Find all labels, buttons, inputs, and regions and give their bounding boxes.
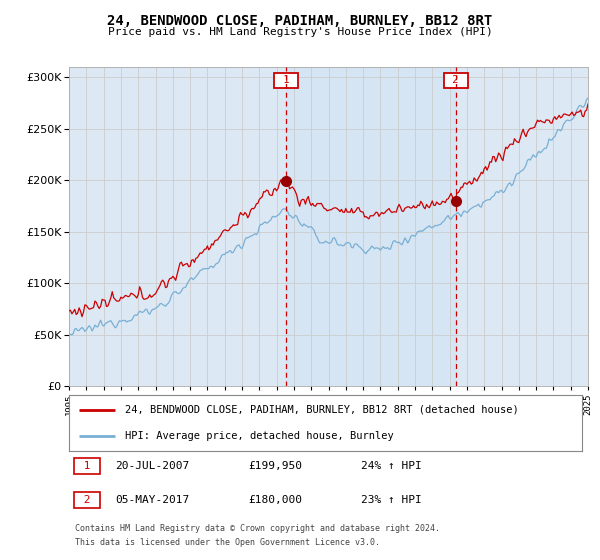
- Text: 05-MAY-2017: 05-MAY-2017: [115, 495, 190, 505]
- Text: Price paid vs. HM Land Registry's House Price Index (HPI): Price paid vs. HM Land Registry's House …: [107, 27, 493, 37]
- Text: 24, BENDWOOD CLOSE, PADIHAM, BURNLEY, BB12 8RT (detached house): 24, BENDWOOD CLOSE, PADIHAM, BURNLEY, BB…: [125, 405, 519, 415]
- Text: 1: 1: [77, 461, 97, 471]
- Bar: [286, 67, 455, 386]
- Text: 2: 2: [446, 75, 465, 85]
- Text: HPI: Average price, detached house, Burnley: HPI: Average price, detached house, Burn…: [125, 431, 394, 441]
- Text: This data is licensed under the Open Government Licence v3.0.: This data is licensed under the Open Gov…: [75, 538, 380, 547]
- Text: Contains HM Land Registry data © Crown copyright and database right 2024.: Contains HM Land Registry data © Crown c…: [75, 524, 440, 533]
- Text: 20-JUL-2007: 20-JUL-2007: [115, 461, 190, 471]
- Text: 24% ↑ HPI: 24% ↑ HPI: [361, 461, 422, 471]
- Text: 24, BENDWOOD CLOSE, PADIHAM, BURNLEY, BB12 8RT: 24, BENDWOOD CLOSE, PADIHAM, BURNLEY, BB…: [107, 14, 493, 28]
- Text: 23% ↑ HPI: 23% ↑ HPI: [361, 495, 422, 505]
- Text: 2: 2: [77, 495, 97, 505]
- Text: £180,000: £180,000: [248, 495, 302, 505]
- Text: 1: 1: [277, 75, 295, 85]
- Text: £199,950: £199,950: [248, 461, 302, 471]
